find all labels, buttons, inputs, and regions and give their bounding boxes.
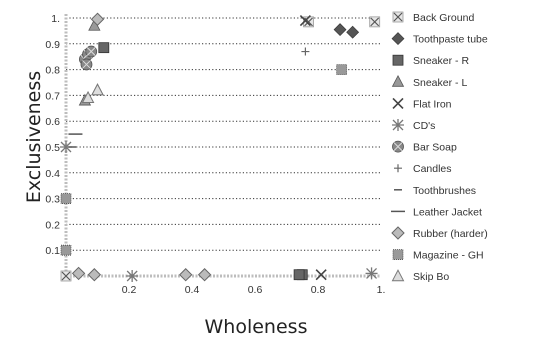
data-point-series-6 xyxy=(60,141,72,153)
legend-entry: Magazine - GH xyxy=(413,250,484,262)
legend-marker xyxy=(392,119,404,131)
legend-marker xyxy=(392,11,404,23)
data-point-series-6 xyxy=(365,267,378,280)
legend-marker xyxy=(391,226,405,240)
data-point-series-12 xyxy=(60,193,72,205)
data-point-series-13 xyxy=(91,83,104,96)
y-tick-label: 0.4 xyxy=(45,168,60,180)
y-tick-label: 1. xyxy=(51,13,60,25)
y-tick-label: 0.9 xyxy=(45,39,60,51)
data-point-series-11 xyxy=(71,266,86,281)
y-tick-label: 0.8 xyxy=(45,65,60,77)
legend-entry: Bar Soap xyxy=(413,142,457,154)
tick-labels: 0.1 0.2 0.3 0.4 0.5 0.6 0.7 0.8 0.9 1. 0.2 0.4 0.6 0.… xyxy=(45,13,385,296)
x-tick-label: 0.2 xyxy=(122,284,137,296)
legend-entry: Back Ground xyxy=(413,12,474,24)
x-tick-label: 0.6 xyxy=(248,284,263,296)
data-point-series-12 xyxy=(336,64,348,75)
y-tick-label: 0.1 xyxy=(45,245,60,257)
legend-marker xyxy=(391,32,405,46)
data-point-series-7 xyxy=(85,45,98,58)
legend-marker xyxy=(394,164,402,173)
legend-entry: Skip Bo xyxy=(413,271,449,283)
legend-marker xyxy=(392,140,404,153)
data-point-series-11 xyxy=(87,268,102,282)
data-point-series-1 xyxy=(60,270,72,282)
data-point-series-2 xyxy=(333,23,347,37)
data-point-series-5 xyxy=(299,15,311,27)
data-points xyxy=(60,12,381,282)
axes xyxy=(64,14,381,278)
data-point-series-11 xyxy=(197,268,212,282)
data-point-series-5 xyxy=(315,269,327,281)
y-tick-label: 0.6 xyxy=(45,116,60,128)
x-tick-label: 1. xyxy=(377,284,386,296)
x-tick-label: 0.8 xyxy=(311,284,326,296)
legend-marker xyxy=(391,74,405,87)
y-tick-label: 0.2 xyxy=(45,219,60,231)
legend-marker xyxy=(392,249,404,261)
x-tick-label: 0.4 xyxy=(185,284,200,296)
legend-marker xyxy=(392,54,404,66)
legend-entry: Toothpaste tube xyxy=(413,34,488,46)
data-point-series-12 xyxy=(60,244,72,256)
data-point-series-11 xyxy=(90,12,105,26)
legend-entry: Rubber (harder) xyxy=(413,228,488,240)
x-axis-title: Wholeness xyxy=(205,316,308,338)
data-point-series-3 xyxy=(293,269,305,281)
data-point-series-6 xyxy=(126,270,139,282)
legend-entry: Toothbrushes xyxy=(413,185,476,197)
data-point-series-13 xyxy=(81,90,95,103)
y-tick-label: 0.5 xyxy=(45,142,60,154)
legend-marker xyxy=(392,97,404,109)
legend-entry: CD's xyxy=(413,120,435,132)
legend-entry: Leather Jacket xyxy=(413,206,482,218)
legend: Back Ground Toothpaste tube Sneaker - R Sne… xyxy=(391,11,488,283)
grid-lines xyxy=(66,17,381,251)
y-tick-label: 0.3 xyxy=(45,194,60,206)
data-point-series-8 xyxy=(301,47,310,56)
data-point-series-2 xyxy=(346,25,360,39)
legend-entry: Flat Iron xyxy=(413,98,452,110)
data-point-series-1 xyxy=(369,16,381,28)
legend-marker xyxy=(391,269,405,282)
legend-entry: Sneaker - R xyxy=(413,55,469,67)
data-point-series-7 xyxy=(80,58,93,71)
legend-entry: Sneaker - L xyxy=(413,77,467,89)
y-tick-label: 0.7 xyxy=(45,90,60,102)
legend-entry: Candles xyxy=(413,163,452,175)
y-axis-title: Exclusiveness xyxy=(23,71,45,203)
data-point-series-11 xyxy=(178,268,193,282)
data-point-series-3 xyxy=(98,42,110,54)
